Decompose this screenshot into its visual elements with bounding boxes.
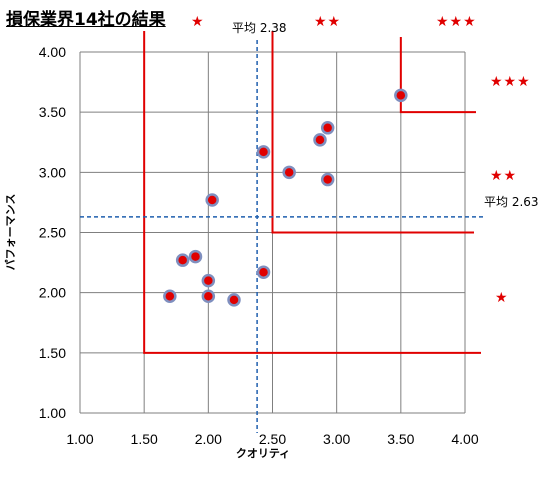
data-point-7 <box>256 265 271 279</box>
x-tick-label-6: 4.00 <box>451 431 478 447</box>
x-tick-label-3: 2.50 <box>259 431 286 447</box>
star-label-right-3: ★★★ <box>490 74 531 90</box>
x-tick-label-4: 3.00 <box>323 431 350 447</box>
quadrant-boundary-1 <box>271 31 474 234</box>
average-lines <box>80 40 484 433</box>
y-tick-label-3: 2.50 <box>39 225 66 241</box>
data-point-13 <box>394 88 408 103</box>
quadrant-boundary-0 <box>143 31 481 354</box>
data-point-0 <box>163 289 177 304</box>
data-point-5 <box>205 193 219 207</box>
x-tick-label-0: 1.00 <box>66 431 93 447</box>
star-label-right-1: ★ <box>495 290 509 306</box>
data-point-4 <box>201 289 216 304</box>
avg-y-label: 平均 2.63 <box>484 195 539 209</box>
x-axis-label: クオリティ <box>236 447 290 460</box>
data-point-10 <box>313 133 327 147</box>
y-tick-label-5: 3.50 <box>39 104 66 120</box>
y-axis-label: パフォーマンス <box>4 194 17 271</box>
y-tick-label-4: 3.00 <box>39 164 66 180</box>
chart-title: 損保業界14社の結果 <box>6 10 166 30</box>
y-tick-label-0: 1.00 <box>39 405 66 421</box>
data-point-11 <box>320 121 335 135</box>
x-tick-label-2: 2.00 <box>195 431 222 447</box>
data-points <box>163 88 408 307</box>
data-point-1 <box>175 253 190 267</box>
star-label-right-2: ★★ <box>490 168 517 184</box>
y-tick-label-6: 4.00 <box>39 44 66 60</box>
star-label-top-1: ★ <box>191 14 205 30</box>
quadrant-boundaries <box>143 31 481 354</box>
data-point-3 <box>201 273 216 288</box>
tick-labels: 1.00 1.50 2.00 2.50 3.00 3.50 4.00 1.00 1.50 2.00… <box>39 44 479 447</box>
avg-x-label: 平均 2.38 <box>232 21 287 35</box>
y-tick-label-1: 1.50 <box>39 345 66 361</box>
data-point-12 <box>320 172 335 187</box>
x-tick-label-5: 3.50 <box>387 431 414 447</box>
data-point-2 <box>188 249 203 264</box>
star-label-top-3: ★★★ <box>436 14 477 30</box>
star-label-top-2: ★★ <box>314 14 341 30</box>
data-point-8 <box>256 145 271 159</box>
y-tick-label-2: 2.00 <box>39 285 66 301</box>
data-point-6 <box>227 293 241 307</box>
data-point-9 <box>282 165 296 180</box>
x-tick-label-1: 1.50 <box>131 431 158 447</box>
quadrant-boundary-2 <box>399 37 476 114</box>
